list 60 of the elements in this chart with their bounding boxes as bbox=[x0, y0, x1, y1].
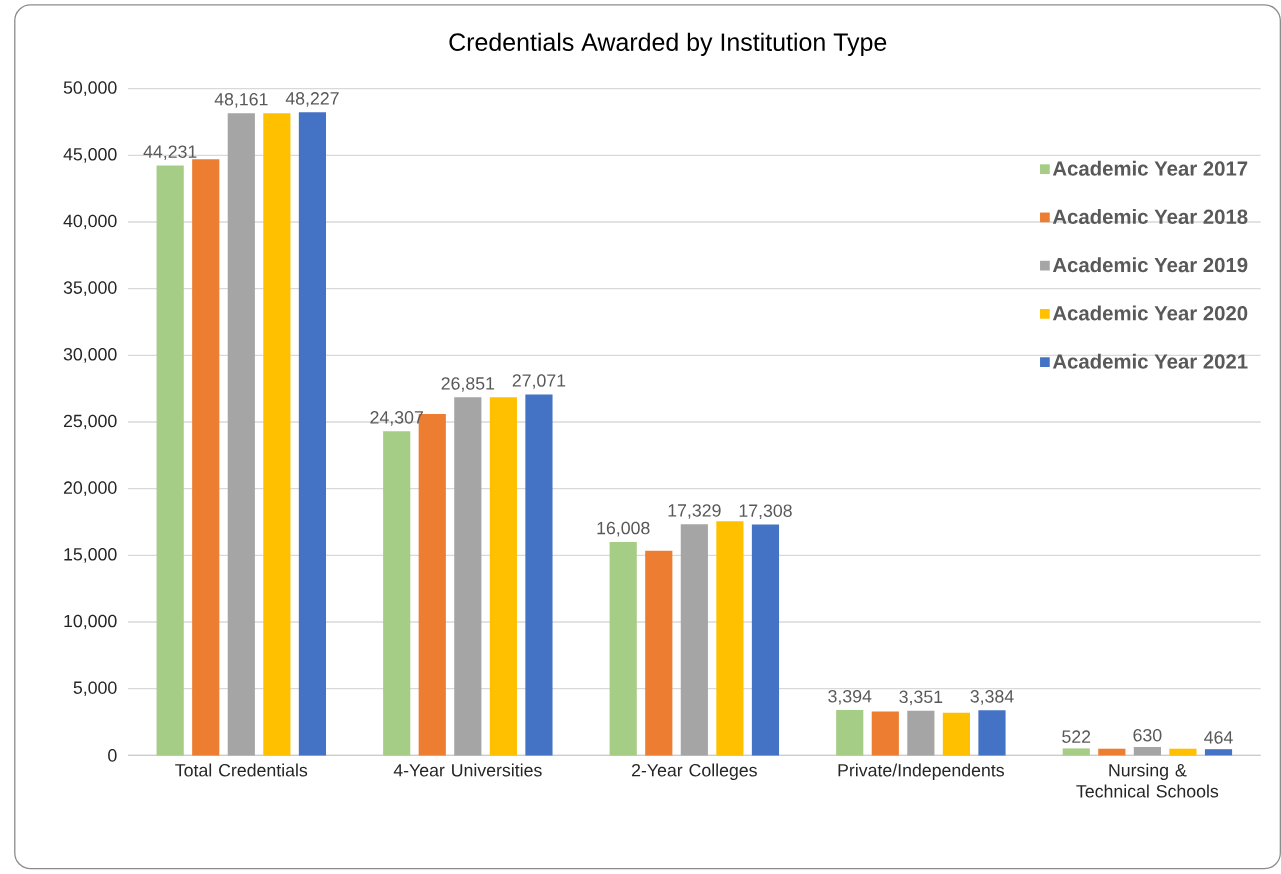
data-label: 44,231 bbox=[143, 145, 197, 161]
y-tick-label: 30,000 bbox=[63, 348, 117, 363]
bar bbox=[680, 524, 708, 756]
y-tick-label: 45,000 bbox=[63, 148, 117, 163]
bar bbox=[1098, 748, 1126, 756]
x-tick-label: Private/Independents bbox=[838, 763, 1004, 781]
bar bbox=[383, 431, 411, 756]
data-label: 26,851 bbox=[441, 377, 495, 393]
data-label: 16,008 bbox=[597, 521, 650, 537]
bar bbox=[1062, 748, 1090, 756]
x-tick-label: 2-Year Colleges bbox=[631, 763, 757, 781]
y-tick-label: 40,000 bbox=[63, 214, 117, 230]
y-tick-label: 5,000 bbox=[73, 681, 117, 697]
legend-label: Academic Year 2020 bbox=[1052, 305, 1248, 321]
bar bbox=[454, 397, 482, 756]
y-tick-label: 20,000 bbox=[63, 481, 117, 497]
data-label: 630 bbox=[1133, 729, 1162, 742]
bar bbox=[609, 542, 637, 756]
data-label: 3,351 bbox=[899, 690, 943, 706]
data-label: 17,329 bbox=[668, 504, 721, 519]
bar bbox=[227, 113, 255, 756]
bar bbox=[1133, 747, 1161, 756]
bar bbox=[192, 159, 220, 756]
bar bbox=[871, 711, 899, 756]
x-tick-label: Nursing & Technical Schools bbox=[1076, 763, 1219, 798]
bar bbox=[907, 710, 935, 756]
legend-label: Academic Year 2021 bbox=[1052, 353, 1248, 369]
x-tick-label: Total Credentials bbox=[175, 763, 308, 777]
bar bbox=[1169, 748, 1197, 756]
bar bbox=[716, 521, 744, 756]
bar bbox=[1204, 749, 1233, 756]
data-label: 48,161 bbox=[214, 93, 268, 108]
x-tick-label: 4-Year Universities bbox=[393, 763, 542, 777]
bar bbox=[525, 394, 553, 756]
bar bbox=[836, 710, 864, 756]
data-label: 48,227 bbox=[285, 92, 339, 107]
chart-title: Credentials Awarded by Institution Type bbox=[449, 32, 887, 57]
legend-label: Academic Year 2018 bbox=[1052, 209, 1248, 225]
data-label: 3,384 bbox=[970, 690, 1014, 705]
data-label: 522 bbox=[1062, 730, 1091, 744]
data-label: 17,308 bbox=[739, 504, 792, 520]
bar bbox=[298, 112, 327, 756]
y-tick-label: 15,000 bbox=[64, 548, 117, 563]
bar bbox=[645, 550, 673, 756]
bar bbox=[489, 397, 517, 756]
legend-label: Academic Year 2017 bbox=[1052, 161, 1248, 176]
y-tick-label: 35,000 bbox=[63, 281, 117, 297]
y-tick-label: 50,000 bbox=[63, 81, 117, 97]
bar bbox=[942, 712, 971, 756]
y-tick-label: 10,000 bbox=[64, 614, 117, 630]
data-label: 464 bbox=[1204, 731, 1233, 744]
y-tick-label: 0 bbox=[108, 749, 117, 762]
bar bbox=[978, 710, 1006, 756]
bar bbox=[751, 524, 780, 756]
bar bbox=[156, 165, 184, 756]
bar bbox=[263, 113, 291, 756]
y-tick-label: 25,000 bbox=[63, 414, 117, 430]
data-label: 3,394 bbox=[828, 690, 872, 705]
data-label: 27,071 bbox=[512, 374, 566, 390]
legend-label: Academic Year 2019 bbox=[1052, 257, 1248, 273]
